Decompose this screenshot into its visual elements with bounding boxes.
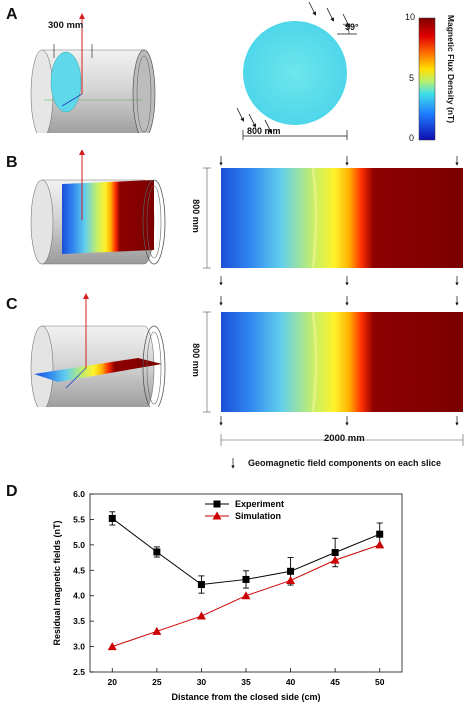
simulation-point <box>107 642 117 651</box>
cylinder-disk-model <box>30 13 156 133</box>
heatmap-b-field <box>221 168 463 268</box>
experiment-point <box>213 500 221 508</box>
colorbar <box>418 17 436 141</box>
colorbar-tick-max: 10 <box>405 12 416 22</box>
x-tick-label: 50 <box>375 677 385 687</box>
heatmap-c <box>203 296 463 426</box>
experiment-point <box>376 530 384 538</box>
series-layer <box>107 511 385 651</box>
y-tick-label: 5.0 <box>73 540 85 550</box>
x-axis-label: Distance from the closed side (cm) <box>171 692 320 702</box>
y-tick-label: 3.5 <box>73 616 85 626</box>
colorbar-label: Magnetic Flux Density (nT) <box>446 14 456 124</box>
experiment-point <box>108 514 116 522</box>
field-arrows-top <box>308 1 350 28</box>
y-axis-line <box>61 93 83 107</box>
residual-field-chart: 2.53.03.54.04.55.05.56.0 20 25 30 35 40 45 50 … <box>52 489 403 702</box>
disk-slice <box>243 21 347 125</box>
legend-label: Simulation <box>235 511 281 521</box>
heatmap-b <box>203 156 463 285</box>
x-tick-label: 45 <box>330 677 340 687</box>
height-dim-b <box>203 167 211 269</box>
simulation-point <box>152 626 162 635</box>
x-tick-label: 40 <box>286 677 296 687</box>
cylinder-vertical-slice-model <box>30 150 166 265</box>
height-dim-label-b: 800 mm <box>191 199 201 233</box>
legend-entry-experiment: Experiment <box>205 499 284 509</box>
length-dim-line <box>220 434 464 446</box>
disk-dim-label: 800 mm <box>247 126 281 136</box>
disk-slice-figure <box>236 1 357 140</box>
y-tick-label: 4.5 <box>73 565 85 575</box>
horizontal-slice <box>34 358 162 382</box>
x-tick-label: 20 <box>108 677 118 687</box>
field-arrow-legend-icon <box>231 458 235 469</box>
chart-legend: Experiment Simulation <box>205 499 284 521</box>
legend-entry-simulation: Simulation <box>205 511 281 521</box>
experiment-point <box>197 581 205 589</box>
simulation-point <box>375 540 385 549</box>
height-dim-label-c: 800 mm <box>191 343 201 377</box>
y-tick-label: 2.5 <box>73 667 85 677</box>
colorbar-gradient <box>418 17 436 141</box>
panel-letter-a: A <box>6 6 18 23</box>
simulation-point <box>286 575 296 584</box>
y-tick-label: 5.5 <box>73 514 85 524</box>
bottom-arrows-b <box>219 276 459 285</box>
simulation-point <box>241 591 251 600</box>
bottom-arrows-c <box>219 416 459 426</box>
top-arrows-c <box>219 296 459 306</box>
panel-letter-c: C <box>6 296 18 313</box>
length-dim-label: 2000 mm <box>324 433 365 444</box>
slice-disk <box>50 51 82 113</box>
series-experiment <box>108 511 384 594</box>
y-tick-label: 6.0 <box>73 489 85 499</box>
y-axis-line <box>65 367 87 389</box>
height-dim-c <box>203 311 211 413</box>
heatmap-c-field <box>221 312 463 412</box>
disk-dim-line <box>242 130 348 140</box>
experiment-point <box>287 567 295 575</box>
experiment-point <box>153 548 161 556</box>
simulation-point <box>330 555 340 564</box>
cylinder-dim-label: 300 mm <box>48 20 84 31</box>
experiment-point <box>242 575 250 583</box>
y-tick-label: 4.0 <box>73 591 85 601</box>
panel-letter-b: B <box>6 154 18 171</box>
x-tick-label: 35 <box>241 677 251 687</box>
vertical-slice <box>62 180 154 254</box>
colorbar-tick-mid: 5 <box>409 73 415 83</box>
y-axis-label: Residual magnetic fields (nT) <box>52 520 62 645</box>
legend-label: Experiment <box>235 499 284 509</box>
x-tick-label: 25 <box>152 677 162 687</box>
angle-label: 59° <box>345 22 359 32</box>
experiment-point <box>331 548 339 556</box>
y-tick-label: 3.0 <box>73 642 85 652</box>
cylinder-shell <box>30 49 156 133</box>
x-tick-label: 30 <box>197 677 207 687</box>
x-axis-ticks: 20 25 30 35 40 45 50 <box>108 668 385 687</box>
top-arrows-b <box>219 156 459 166</box>
field-arrows-bottom <box>236 107 272 134</box>
panel-letter-d: D <box>6 483 18 500</box>
colorbar-tick-min: 0 <box>409 133 415 143</box>
angle-indicator <box>337 23 357 35</box>
simulation-point <box>196 611 206 620</box>
legend-note: Geomagnetic field components on each sli… <box>248 458 442 468</box>
cylinder-horizontal-slice-model <box>30 293 166 407</box>
series-simulation <box>107 540 385 651</box>
simulation-point <box>212 511 222 520</box>
y-axis-ticks: 2.5 3.0 3.5 4.0 4.5 5.0 5.5 6.0 <box>73 489 94 677</box>
